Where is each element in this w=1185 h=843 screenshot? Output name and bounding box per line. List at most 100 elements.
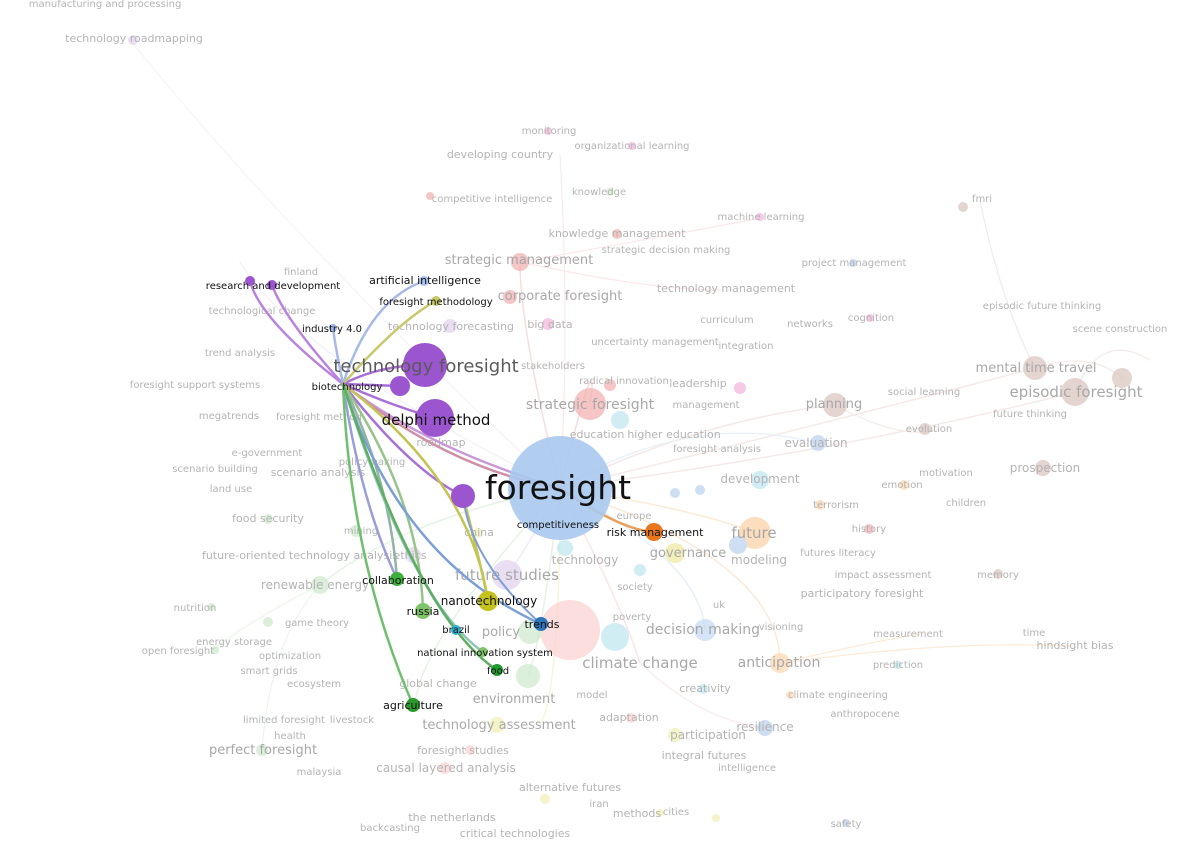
term-label-monitoring: monitoring [522, 126, 577, 137]
term-label-e-government: e-government [232, 448, 303, 459]
term-label-episodic-foresight: episodic foresight [1009, 383, 1142, 401]
node-technology-assessment [489, 717, 505, 733]
node-open-foresight [211, 646, 219, 654]
node-national-innovation-system [478, 647, 488, 657]
term-label-scene-construction: scene construction [1073, 324, 1168, 335]
term-label-decision-making: decision making [646, 622, 760, 638]
node-environment [516, 664, 540, 688]
term-label-ecosystem: ecosystem [287, 679, 341, 690]
node-prospection [1035, 460, 1051, 476]
term-label-technology-management: technology management [657, 282, 796, 295]
term-label-project-management: project management [802, 258, 907, 269]
node-research-and-development [245, 276, 255, 286]
node-development [751, 471, 769, 489]
node-methods [656, 809, 664, 817]
node-creativity [698, 684, 708, 694]
label-trends: trends [524, 618, 559, 631]
label-technology-foresight: technology foresight [333, 356, 518, 377]
node-cities [712, 814, 720, 822]
node-brazil [451, 625, 461, 635]
node-project-management [849, 259, 857, 267]
node-anticipation [770, 653, 790, 673]
node-knowledge [606, 188, 614, 196]
term-label-alternative-futures: alternative futures [519, 781, 621, 794]
label-national-innovation-system: national innovation system [417, 648, 553, 659]
node-future [739, 517, 771, 549]
term-label-prospection: prospection [1010, 461, 1080, 475]
link-foresight-trends [462, 495, 542, 625]
node-biotechnology [390, 376, 410, 396]
link-agriculture [341, 382, 415, 707]
term-label-visioning: visioning [759, 622, 804, 633]
node-food [491, 664, 503, 676]
term-label-higher-education: higher education [627, 428, 720, 441]
node-fmri [958, 202, 968, 212]
term-label-stakeholders: stakeholders [521, 361, 585, 372]
label-agriculture: agriculture [383, 699, 443, 712]
term-label-global-change: global change [399, 677, 477, 690]
term-label-participation: participation [670, 728, 746, 742]
link-food [341, 382, 499, 672]
term-label-measurement: measurement [873, 629, 943, 640]
term-label-competitive-intelligence: competitive intelligence [432, 194, 553, 205]
term-label-technology-roadmapping: technology roadmapping [65, 32, 203, 45]
term-label-finland: finland [284, 267, 318, 278]
term-label-cognition: cognition [848, 313, 894, 324]
term-label-open-foresight: open foresight [142, 646, 214, 657]
term-label-critical-technologies: critical technologies [460, 827, 571, 840]
link-collaboration-b [341, 382, 399, 581]
node-emotion [899, 480, 909, 490]
term-label-organizational-learning: organizational learning [574, 141, 689, 152]
term-label-food-security: food security [232, 512, 304, 525]
term-label-manufacturing-and-processing: manufacturing and processing [29, 0, 182, 10]
term-label-megatrends: megatrends [199, 411, 259, 422]
term-label-development: development [720, 472, 799, 486]
term-label-resilience: resilience [736, 720, 793, 734]
term-label-foresight-studies: foresight studies [417, 744, 509, 757]
term-label-environment: environment [473, 692, 556, 707]
term-label-motivation: motivation [919, 468, 973, 479]
node-misc-4 [670, 488, 680, 498]
term-label-integral-futures: integral futures [662, 749, 747, 762]
node-cognition [866, 314, 874, 322]
term-label-curriculum: curriculum [700, 315, 753, 326]
term-label-policy: policy [482, 625, 521, 640]
label-russia: russia [407, 605, 440, 618]
term-label-uk: uk [713, 600, 725, 611]
label-brazil: brazil [442, 625, 469, 636]
node-knowledge-management [612, 229, 622, 239]
term-label-big-data: big data [527, 318, 572, 331]
label-delphi-method: delphi method [382, 411, 491, 429]
node-big-data [542, 318, 554, 330]
node-participation [668, 728, 682, 742]
term-label-future: future [731, 524, 776, 542]
term-label-climate-engineering: climate engineering [788, 690, 888, 701]
term-label-adaptation: adaptation [599, 711, 659, 724]
term-label-episodic-future-thinking: episodic future thinking [983, 301, 1101, 312]
term-label-smart-grids: smart grids [240, 666, 297, 677]
term-label-the-netherlands: the netherlands [408, 811, 496, 824]
term-label-model: model [576, 690, 607, 701]
label-artificial-intelligence: artificial intelligence [369, 274, 481, 287]
node-prediction [894, 661, 902, 669]
node-resilience [757, 720, 773, 736]
term-label-game-theory: game theory [285, 618, 349, 629]
node-nanotechnology [478, 591, 498, 611]
highlighted-nodes [245, 276, 663, 712]
node-safety [842, 819, 850, 827]
node-technology-foresight [403, 343, 447, 387]
term-label-iran: iran [589, 799, 608, 810]
term-label-health: health [274, 731, 306, 742]
term-label-methods: methods [613, 807, 661, 820]
node-risk-management [645, 523, 663, 541]
term-label-foresight-analysis: foresight analysis [673, 444, 761, 455]
term-label-networks: networks [787, 319, 833, 330]
node-perfect-foresight [256, 744, 268, 756]
highlighted-labels: foresight technology foresight delphi me… [206, 274, 704, 712]
link-artificial-intelligence [341, 279, 426, 386]
node-monitoring [544, 127, 552, 135]
term-label-creativity: creativity [679, 682, 731, 695]
term-label-radical-innovation: radical innovation [579, 376, 669, 387]
term-label-safety: safety [831, 819, 862, 830]
